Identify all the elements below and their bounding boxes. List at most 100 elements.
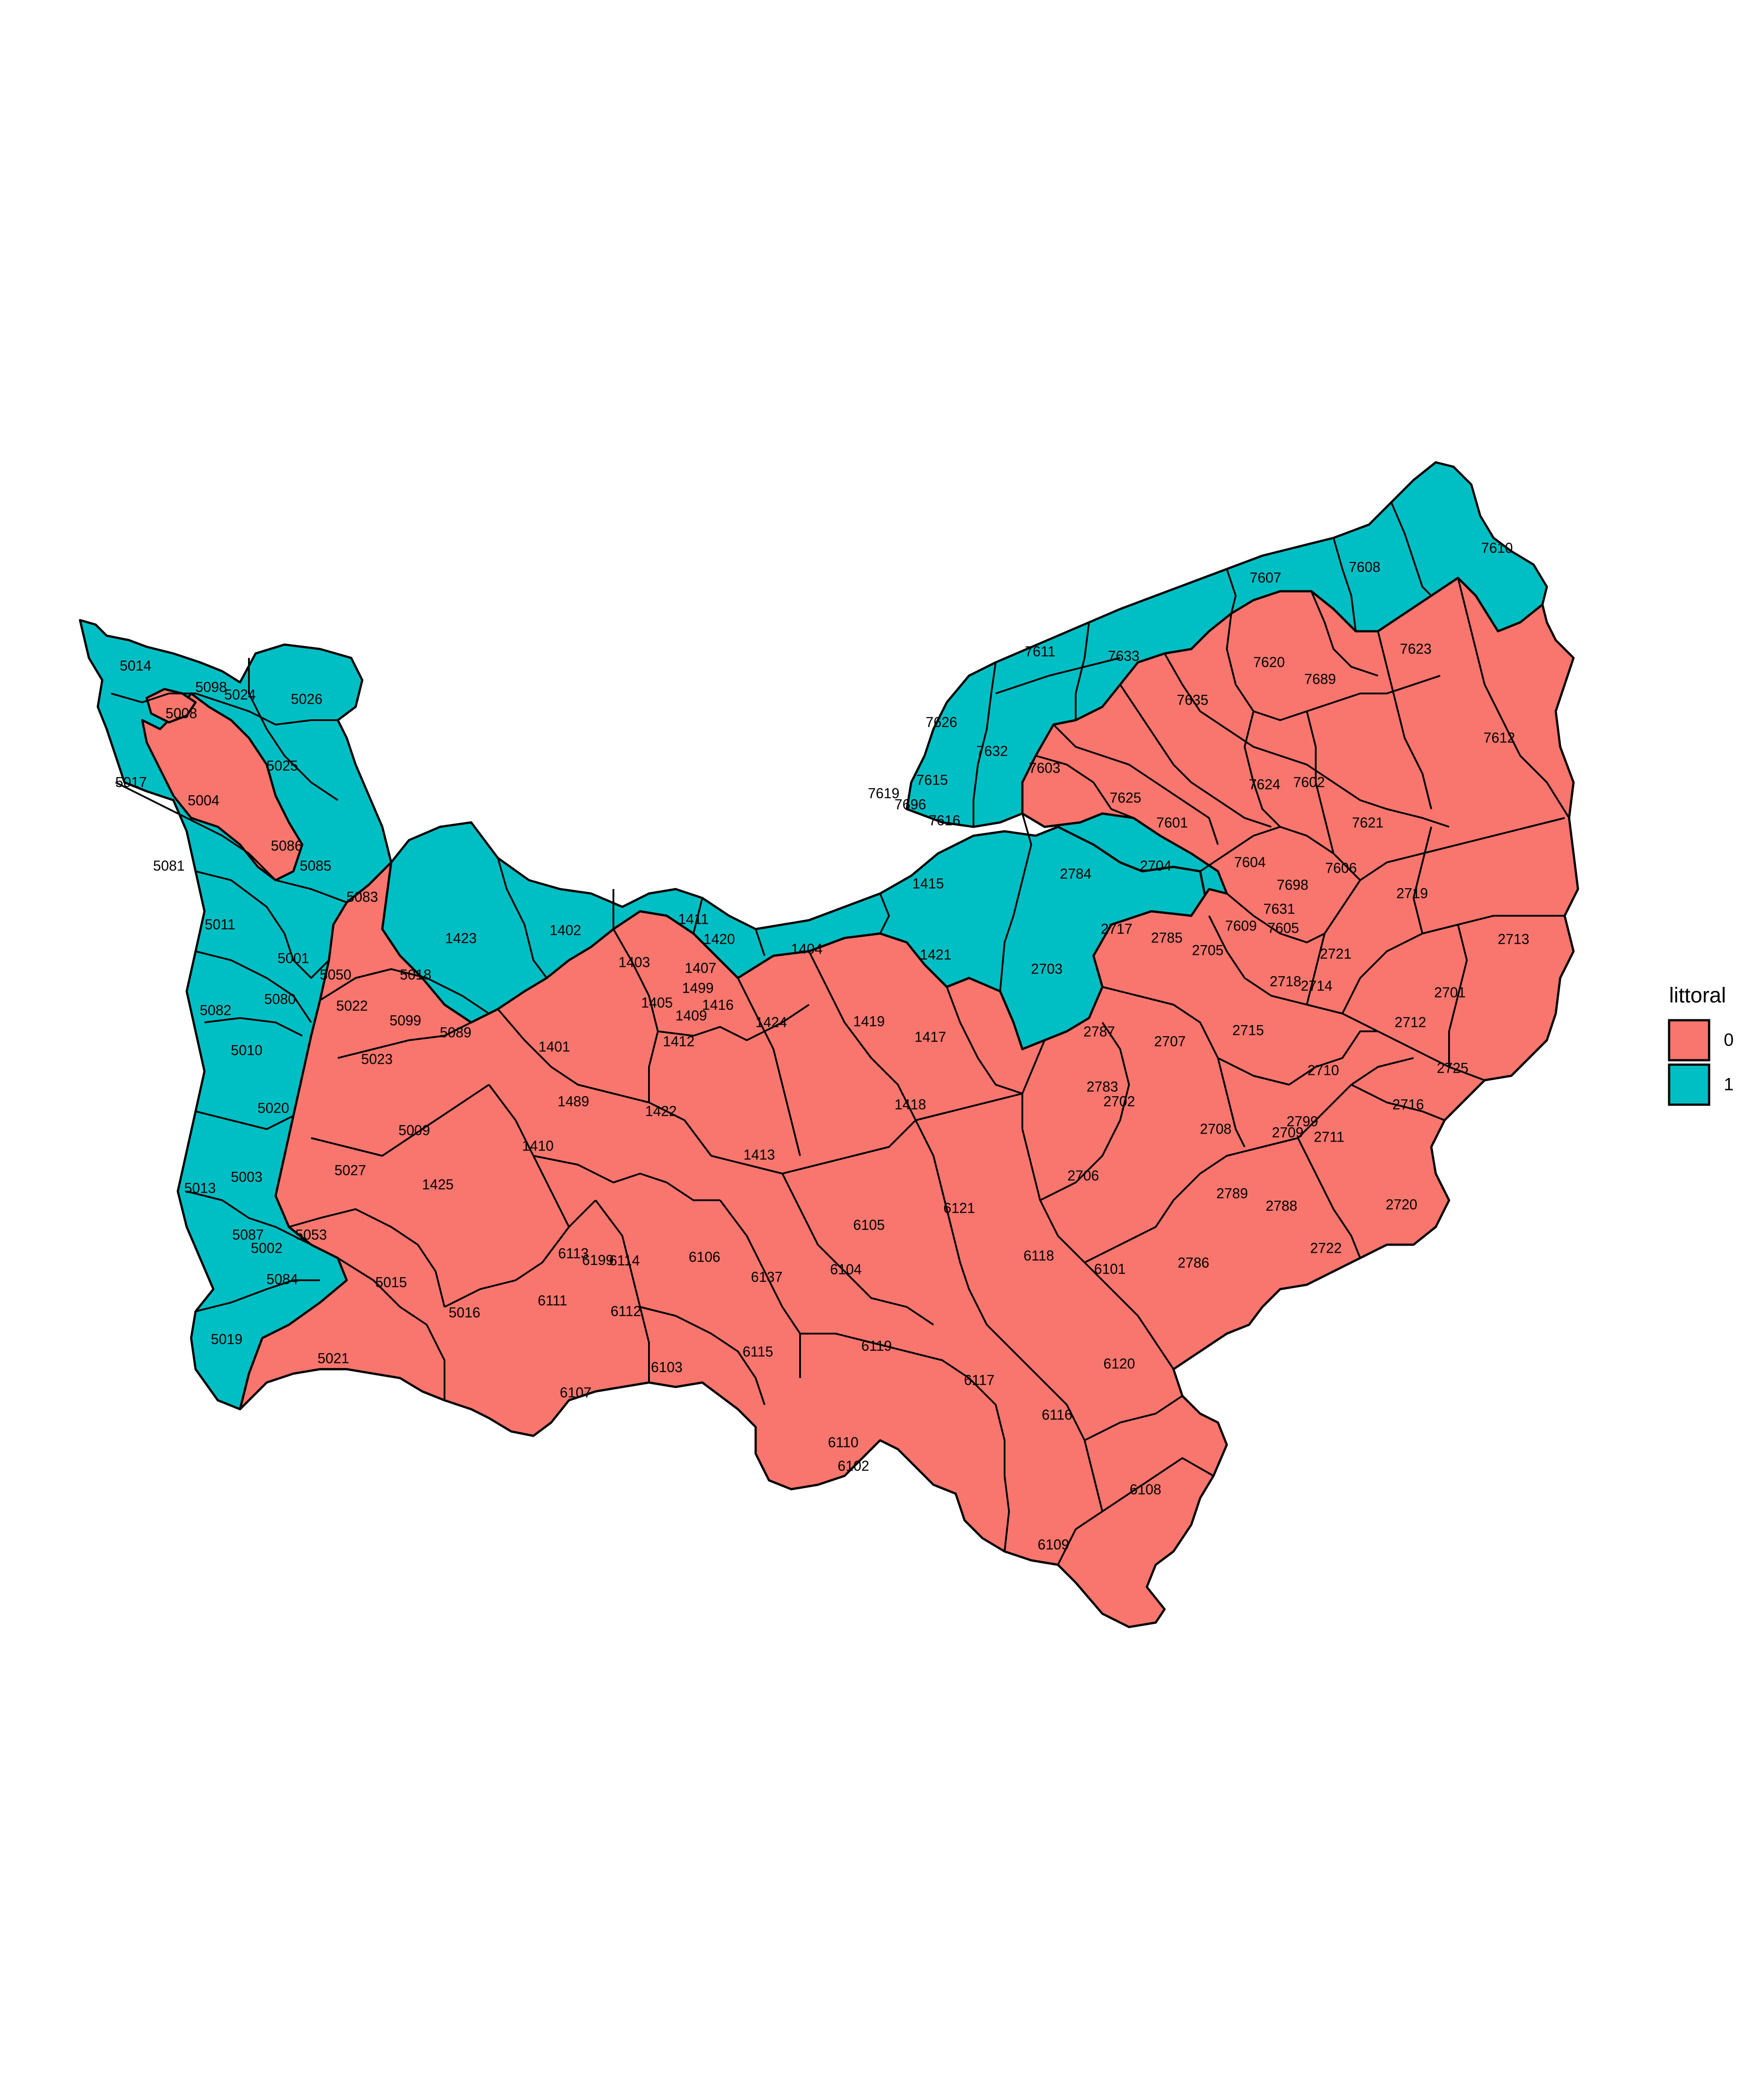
zone-border	[1244, 711, 1281, 828]
zone-label: 5015	[375, 1274, 407, 1290]
zone-label: 5024	[224, 686, 256, 702]
zone-border	[613, 929, 659, 1102]
zone-label: 1419	[853, 1013, 885, 1029]
zone-label: 1420	[703, 931, 735, 947]
zone-label: 5080	[264, 991, 296, 1007]
zone-label: 2704	[1140, 858, 1171, 874]
zone-label: 7602	[1293, 774, 1325, 790]
zone-label: 5099	[389, 1012, 421, 1028]
zone-label: 2783	[1086, 1078, 1118, 1094]
zone-label: 7604	[1234, 854, 1265, 870]
zone-label: 7607	[1249, 569, 1281, 585]
zone-border	[1075, 622, 1090, 720]
zone-border	[640, 1306, 765, 1405]
zone-label: 2716	[1392, 1096, 1424, 1112]
zone-label: 2701	[1434, 984, 1466, 1000]
zone-label: 7621	[1352, 814, 1383, 830]
zone-label: 1401	[538, 1038, 570, 1054]
zone-border	[115, 781, 347, 903]
zone-label: 6120	[1103, 1355, 1135, 1371]
zone-label: 7696	[894, 796, 926, 812]
zone-border	[1310, 591, 1378, 677]
zone-label: 1499	[682, 980, 713, 996]
zone-label: 5027	[334, 1162, 366, 1178]
zone-label: 6107	[560, 1384, 591, 1400]
zone-label: 2703	[1031, 961, 1062, 977]
zone-border	[711, 1093, 1023, 1174]
zone-label: 1402	[549, 922, 581, 938]
zone-label: 5021	[317, 1350, 349, 1366]
zone-border	[999, 813, 1032, 992]
zone-label: 6101	[1094, 1261, 1125, 1277]
zone-border	[111, 693, 338, 725]
zone-label: 1417	[914, 1029, 946, 1045]
zone-border	[657, 1004, 810, 1041]
zone-border	[1226, 893, 1325, 943]
zone-border	[195, 870, 330, 979]
zone-label: 2713	[1498, 931, 1529, 947]
zone-label: 7689	[1304, 671, 1336, 687]
zone-label: 7632	[976, 743, 1008, 759]
zone-border	[1351, 1084, 1445, 1121]
zone-label: 5053	[295, 1226, 327, 1242]
zone-label: 5050	[320, 966, 351, 982]
zone-label: 1403	[618, 954, 650, 970]
zone-border	[693, 898, 703, 934]
zone-border	[915, 1120, 988, 1325]
zone-label: 2708	[1200, 1121, 1231, 1137]
zone-label: 1422	[645, 1103, 677, 1119]
zone-border	[248, 658, 339, 801]
zone-label: 2711	[1314, 1129, 1345, 1145]
zone-label: 2721	[1320, 946, 1351, 962]
zone-label: 5086	[271, 838, 302, 854]
zone-label: 2722	[1310, 1240, 1342, 1256]
zone-label: 1410	[522, 1138, 553, 1154]
zone-label: 5010	[231, 1042, 262, 1058]
zone-label: 2784	[1060, 866, 1091, 882]
zone-label: 7612	[1483, 729, 1515, 745]
zone-label: 5084	[266, 1271, 298, 1287]
zone-label: 6111	[538, 1292, 567, 1308]
zone-border	[319, 968, 490, 1014]
zone-border	[1208, 915, 1485, 1081]
legend-label-1: 1	[1724, 1075, 1734, 1094]
zone-label: 6112	[611, 1303, 641, 1319]
zone-label: 2785	[1151, 930, 1182, 946]
zone-label: 1407	[685, 960, 716, 976]
zone-label: 5004	[188, 792, 219, 808]
zone-border	[1053, 724, 1219, 845]
zone-label: 5019	[211, 1331, 242, 1347]
zone-label: 7624	[1249, 776, 1280, 792]
zone-border	[986, 1324, 1103, 1512]
zone-border	[1306, 711, 1334, 854]
zone-label: 2799	[1286, 1113, 1318, 1129]
zone-label: 7603	[1029, 760, 1060, 776]
zone-label: 1413	[743, 1146, 775, 1162]
zone-label: 5014	[120, 657, 151, 673]
zone-label: 7611	[1025, 643, 1056, 659]
zone-label: 1411	[678, 911, 709, 927]
zone-border	[1057, 1457, 1214, 1565]
zone-label: 2718	[1269, 973, 1301, 989]
zone-border	[1333, 537, 1357, 632]
zone-label: 5098	[195, 679, 227, 695]
zone-border	[1217, 1030, 1378, 1086]
zone-border	[755, 929, 765, 956]
zone-label: 6118	[1024, 1247, 1054, 1263]
legend-title: littoral	[1669, 984, 1726, 1007]
zone-label: 2787	[1083, 1023, 1115, 1039]
zone-label: 2717	[1101, 921, 1132, 937]
zone-label: 5025	[266, 757, 298, 773]
zone-label: 1423	[445, 930, 477, 946]
zone-border	[497, 1008, 712, 1157]
zone-label: 5085	[300, 858, 331, 874]
zone-border	[1021, 1094, 1085, 1263]
zone-label: 7605	[1267, 920, 1299, 936]
zone-label: 2789	[1216, 1185, 1248, 1201]
zone-label: 1424	[755, 1014, 787, 1030]
zone-border	[1297, 1138, 1361, 1258]
manche-inland-pocket	[141, 692, 304, 882]
zone-border	[808, 951, 917, 1121]
zone-label: 1489	[557, 1093, 589, 1109]
zone-border	[337, 1257, 445, 1400]
